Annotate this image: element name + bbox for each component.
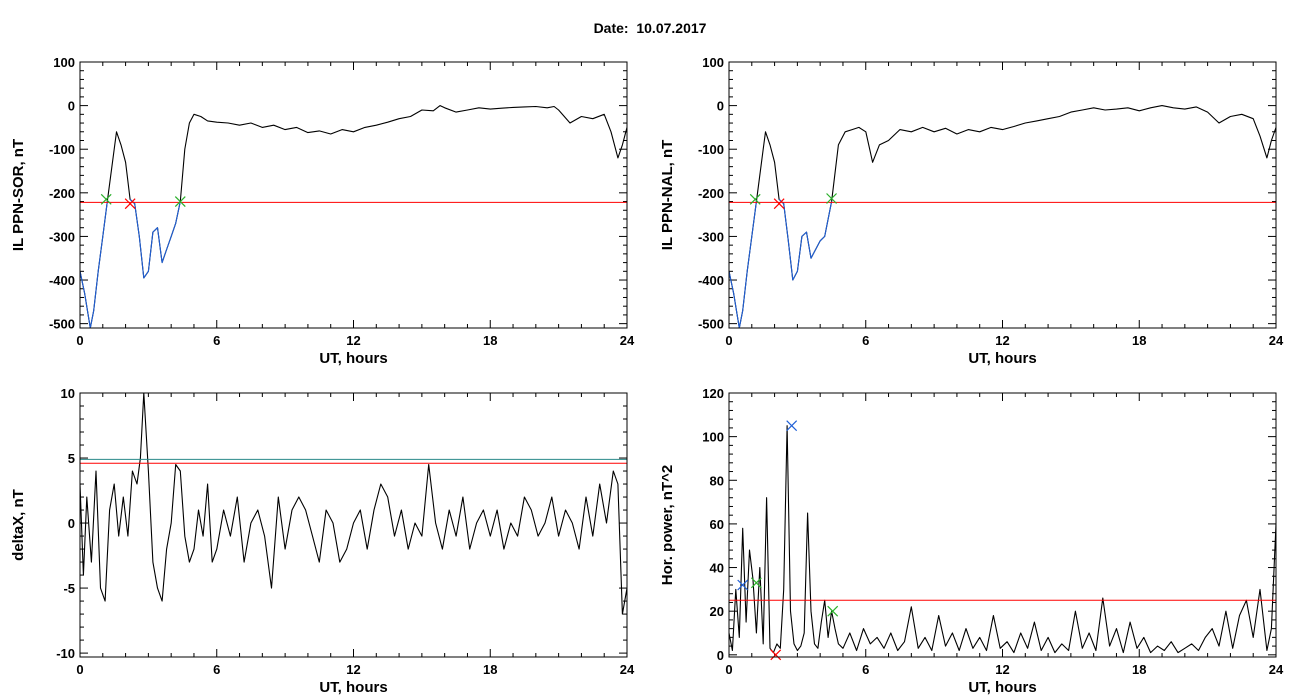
x-tick-label: 12 [995, 333, 1009, 348]
y-tick-label: 0 [717, 99, 724, 114]
marker-stroke [826, 193, 837, 204]
x-tick-label: 6 [213, 333, 220, 348]
y-tick-label: 60 [710, 517, 724, 532]
y-tick-label: 0 [717, 648, 724, 663]
marker [737, 579, 749, 591]
y-tick-label: -100 [698, 142, 724, 157]
y-tick-label: -200 [698, 186, 724, 201]
x-tick-label: 6 [213, 662, 220, 677]
x-tick-label: 24 [1269, 333, 1284, 348]
chart-p3: 0 6 12 18 24 10 5 0 -5 -10 UT, hours deltaX, nT [10, 386, 635, 696]
series-line [729, 198, 833, 328]
marker-stroke [750, 577, 762, 589]
y-tick-label: 0 [68, 99, 75, 114]
date-label: Date: [593, 20, 629, 36]
x-tick-label: 18 [483, 333, 497, 348]
marker-stroke [174, 196, 186, 207]
plot-frame [728, 392, 1277, 658]
plot-area [729, 105, 1276, 328]
x-tick-label: 12 [346, 333, 360, 348]
y-tick-label: -300 [49, 229, 75, 244]
marker-stroke [749, 193, 761, 205]
x-tick-label: 12 [995, 662, 1009, 677]
y-axis-label: IL PPN-SOR, nT [10, 139, 27, 251]
y-tick-label: -500 [49, 317, 75, 332]
marker [770, 649, 782, 661]
y-tick-label: -5 [63, 581, 75, 596]
marker [773, 198, 785, 210]
marker [749, 193, 761, 205]
marker [750, 577, 762, 589]
marker [124, 198, 136, 210]
chart-p4: 0 6 12 18 24 120 100 80 60 40 20 0 UT, hours Hor. pow… [659, 386, 1284, 696]
plot-area [80, 393, 627, 615]
y-tick-label: 100 [53, 55, 75, 70]
y-tick-label: -10 [56, 646, 75, 661]
x-tick-label: 0 [725, 662, 732, 677]
y-tick-label: 100 [702, 430, 724, 445]
plot-area [729, 425, 1276, 654]
y-tick-label: 100 [702, 55, 724, 70]
plot-frame [79, 392, 628, 658]
y-axis-label: Hor. power, nT^2 [659, 465, 676, 585]
y-axis-label: IL PPN-NAL, nT [659, 140, 676, 251]
y-tick-label: -400 [698, 273, 724, 288]
x-tick-label: 18 [483, 662, 497, 677]
y-tick-label: -200 [49, 186, 75, 201]
y-axis-label: deltaX, nT [10, 489, 27, 561]
series-line [729, 425, 1276, 654]
y-tick-label: 10 [61, 386, 75, 401]
marker-stroke [737, 579, 749, 591]
series-line [80, 198, 181, 328]
marker [174, 196, 186, 207]
marker [827, 605, 839, 617]
plot-frame [728, 61, 1277, 329]
series-line [729, 105, 1276, 328]
figure-title: Date: 10.07.2017 [0, 20, 1300, 36]
x-tick-label: 6 [862, 333, 869, 348]
marker [786, 420, 798, 432]
plot-frame [79, 61, 628, 329]
x-axis-label: UT, hours [319, 350, 387, 367]
marker [826, 193, 837, 204]
x-axis-label: UT, hours [319, 679, 387, 696]
x-tick-label: 24 [620, 333, 635, 348]
y-tick-label: 40 [710, 561, 724, 576]
y-tick-label: -300 [698, 229, 724, 244]
x-tick-label: 0 [725, 333, 732, 348]
y-tick-label: -400 [49, 273, 75, 288]
x-tick-label: 0 [76, 662, 83, 677]
marker-stroke [100, 193, 112, 205]
marker [100, 193, 112, 205]
x-tick-label: 0 [76, 333, 83, 348]
marker-stroke [773, 198, 785, 210]
y-tick-label: 0 [68, 516, 75, 531]
series-line [80, 393, 627, 615]
marker-stroke [770, 649, 782, 661]
marker-stroke [124, 198, 136, 210]
x-tick-label: 24 [620, 662, 635, 677]
x-tick-label: 12 [346, 662, 360, 677]
x-tick-label: 6 [862, 662, 869, 677]
x-axis-label: UT, hours [968, 350, 1036, 367]
chart-p1: 0 6 12 18 24 100 0 -100 -200 -300 -400 -500 UT, hour… [10, 55, 635, 367]
marker-stroke [786, 420, 798, 432]
y-tick-label: -500 [698, 317, 724, 332]
plot-area [80, 105, 627, 328]
date-value: 10.07.2017 [636, 20, 707, 36]
marker-stroke [827, 605, 839, 617]
chart-p2: 0 6 12 18 24 100 0 -100 -200 -300 -400 -500 UT, hour… [659, 55, 1284, 367]
x-tick-label: 18 [1132, 333, 1146, 348]
y-tick-label: 20 [710, 604, 724, 619]
y-tick-label: 80 [710, 473, 724, 488]
y-tick-label: -100 [49, 142, 75, 157]
x-axis-label: UT, hours [968, 679, 1036, 696]
y-tick-label: 120 [702, 386, 724, 401]
series-line [80, 105, 627, 328]
x-tick-label: 18 [1132, 662, 1146, 677]
x-tick-label: 24 [1269, 662, 1284, 677]
y-tick-label: 5 [68, 451, 75, 466]
